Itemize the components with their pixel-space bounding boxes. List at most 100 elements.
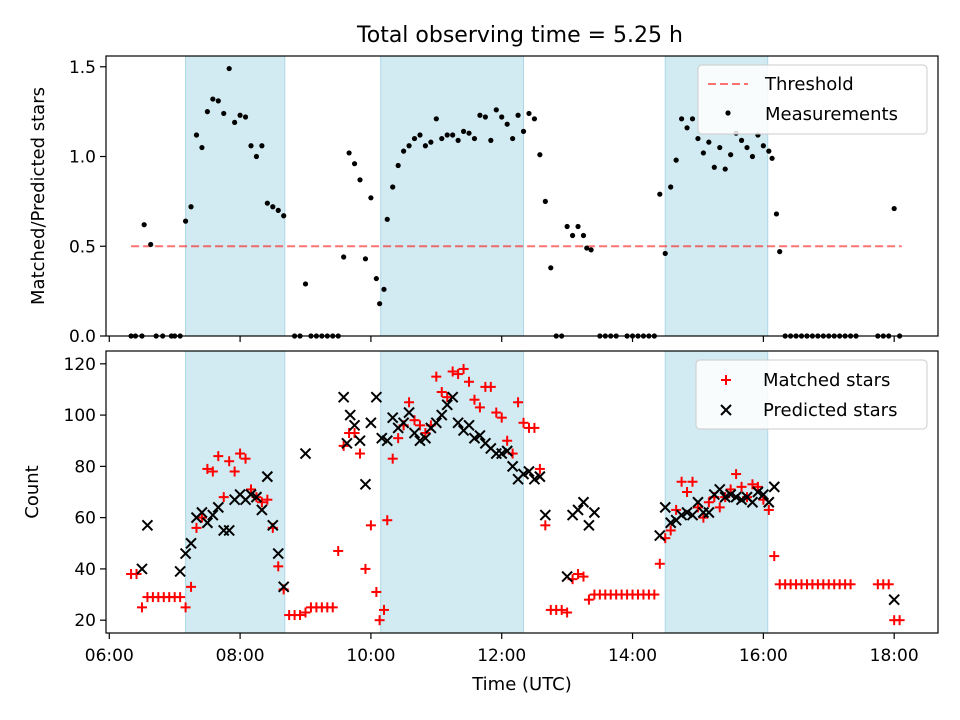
measurement-point-137 bbox=[891, 205, 897, 212]
xtick-label-4: 14:00 bbox=[608, 646, 657, 666]
measurement-point-113 bbox=[749, 153, 756, 160]
matched-point-119 bbox=[769, 551, 780, 562]
predicted-point-0 bbox=[136, 563, 148, 575]
matched-point-38 bbox=[333, 545, 344, 556]
legend-predicted-marker-b bbox=[720, 404, 732, 416]
predicted-point-24-b bbox=[341, 437, 353, 449]
predicted-point-79-b bbox=[714, 483, 726, 496]
predicted-point-7 bbox=[201, 517, 214, 529]
predicted-point-17-b bbox=[256, 504, 268, 516]
predicted-point-25-b bbox=[344, 409, 356, 421]
measurement-point-43 bbox=[368, 195, 374, 201]
predicted-point-88 bbox=[763, 496, 775, 508]
top-legend: Threshold Measurements bbox=[697, 64, 928, 135]
matched-point-17 bbox=[218, 492, 229, 503]
predicted-point-75 bbox=[692, 496, 704, 508]
matched-point-37 bbox=[327, 602, 338, 613]
matched-point-16 bbox=[213, 451, 224, 462]
predicted-point-66-b bbox=[583, 519, 595, 532]
matched-point-75 bbox=[529, 422, 540, 433]
predicted-point-84-b bbox=[741, 491, 753, 503]
measurement-point-82 bbox=[575, 223, 581, 230]
predicted-point-16-b bbox=[250, 491, 263, 503]
legend-predicted-swatch bbox=[720, 404, 732, 416]
matched-point-70 bbox=[502, 435, 513, 446]
predicted-point-44 bbox=[446, 391, 459, 403]
matched-point-72 bbox=[513, 397, 524, 408]
matched-point-32 bbox=[300, 607, 311, 618]
predicted-point-11-b bbox=[223, 524, 235, 537]
matched-point-73 bbox=[518, 417, 529, 428]
legend-matched-swatch bbox=[721, 375, 731, 385]
measurement-point-48 bbox=[390, 184, 396, 190]
predicted-point-51-b bbox=[485, 442, 497, 455]
matched-point-118 bbox=[763, 504, 774, 515]
predicted-point-30 bbox=[370, 391, 383, 403]
measurement-point-46 bbox=[381, 286, 387, 292]
xtick-label-1: 08:00 bbox=[216, 646, 265, 666]
matched-point-136 bbox=[883, 579, 894, 590]
predicted-point-33-b bbox=[387, 411, 399, 424]
measurement-point-98 bbox=[668, 184, 674, 190]
measurement-point-21 bbox=[242, 114, 249, 120]
bottom-axes-frame bbox=[105, 350, 939, 634]
predicted-point-41 bbox=[430, 417, 443, 429]
top-panel: 0.0 0.5 1.0 1.5 Matched/Predicted stars Thr… bbox=[28, 55, 939, 347]
matched-point-11 bbox=[186, 581, 197, 592]
predicted-point-36 bbox=[403, 406, 415, 419]
chart-title: Total observing time = 5.25 h bbox=[356, 23, 683, 48]
predicted-point-62-b bbox=[561, 570, 573, 583]
predicted-point-68 bbox=[654, 529, 666, 542]
bottom-ytick-label-0: 20 bbox=[74, 611, 96, 631]
top-legend-frame bbox=[697, 64, 928, 135]
predicted-point-6-b bbox=[196, 506, 208, 519]
measurement-point-55 bbox=[428, 139, 434, 145]
predicted-point-69 bbox=[659, 501, 671, 514]
matched-point-27 bbox=[273, 561, 284, 572]
predicted-point-87 bbox=[757, 488, 770, 501]
predicted-point-1-b bbox=[141, 519, 154, 532]
predicted-point-4-b bbox=[185, 537, 197, 549]
matched-point-1 bbox=[131, 569, 142, 580]
predicted-point-23-b bbox=[337, 391, 350, 403]
predicted-point-20 bbox=[272, 547, 284, 560]
predicted-point-85 bbox=[746, 496, 759, 508]
measurement-point-67 bbox=[493, 107, 499, 113]
measurement-point-117 bbox=[769, 155, 775, 161]
predicted-point-49-b bbox=[474, 429, 486, 442]
matched-point-10 bbox=[180, 602, 191, 613]
measurement-point-109 bbox=[728, 152, 734, 158]
measurement-point-19 bbox=[232, 119, 238, 126]
matched-point-76 bbox=[534, 463, 545, 474]
matched-point-21 bbox=[240, 453, 251, 464]
top-y-ticks: 0.0 0.5 1.0 1.5 bbox=[69, 58, 106, 347]
predicted-point-87-b bbox=[757, 488, 770, 501]
predicted-point-90-b bbox=[888, 593, 900, 606]
predicted-point-54 bbox=[501, 445, 513, 457]
measurement-point-104 bbox=[700, 150, 707, 156]
matched-point-61 bbox=[453, 369, 464, 380]
measurement-point-53 bbox=[417, 132, 423, 138]
matched-point-50 bbox=[393, 433, 404, 444]
matched-point-25 bbox=[262, 494, 273, 505]
measurement-point-56 bbox=[433, 116, 439, 122]
measurement-point-97 bbox=[662, 250, 668, 257]
measurement-point-44 bbox=[373, 275, 379, 282]
predicted-point-69-b bbox=[659, 501, 671, 514]
measurement-point-65 bbox=[482, 114, 488, 120]
predicted-point-21-b bbox=[277, 581, 290, 593]
top-ytick-label-1: 0.5 bbox=[69, 237, 96, 257]
measurement-point-16 bbox=[215, 98, 221, 104]
predicted-point-9-b bbox=[212, 501, 224, 514]
measurement-point-96 bbox=[657, 191, 663, 197]
predicted-point-7-b bbox=[201, 517, 214, 529]
legend-matched-marker bbox=[721, 375, 731, 385]
predicted-point-49 bbox=[474, 429, 486, 442]
matched-point-60 bbox=[447, 366, 458, 377]
measurement-point-99 bbox=[673, 157, 679, 163]
bottom-legend-frame bbox=[695, 359, 928, 430]
predicted-point-42-b bbox=[436, 409, 448, 421]
predicted-point-43-b bbox=[441, 399, 453, 411]
matched-point-138 bbox=[894, 615, 905, 626]
predicted-point-3-b bbox=[179, 547, 192, 560]
